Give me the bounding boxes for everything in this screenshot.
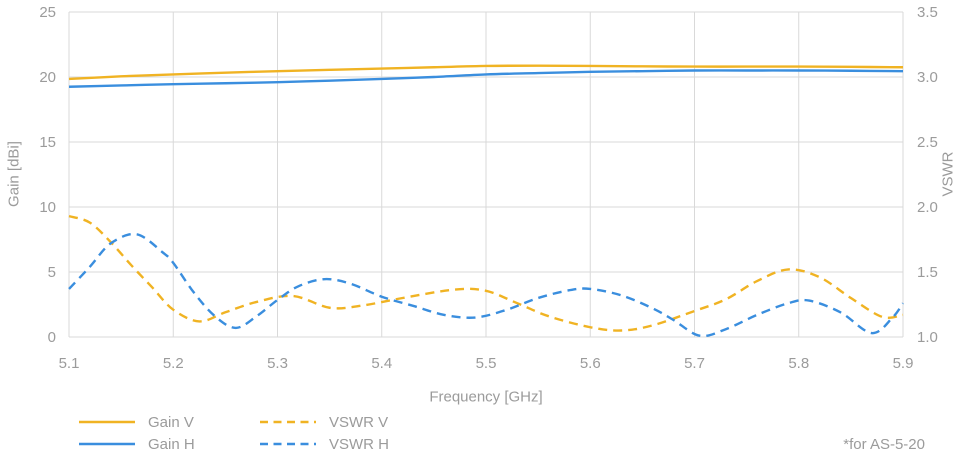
legend-column: VSWR V VSWR H <box>259 411 440 455</box>
x-tick-label: 5.5 <box>476 355 497 372</box>
x-tick-label: 5.1 <box>59 355 80 372</box>
x-tick-label: 5.4 <box>371 355 392 372</box>
series-line-gain-v <box>68 64 904 81</box>
x-tick-label: 5.6 <box>580 355 601 372</box>
legend-item-gain-v: Gain V <box>78 411 259 433</box>
solid-line-swatch-icon <box>79 420 135 424</box>
legend-column: Gain V Gain H <box>78 411 259 455</box>
y-left-tick-label: 15 <box>39 134 56 151</box>
footnote: *for AS-5-20 <box>843 436 925 453</box>
right-axis-title: VSWR <box>939 151 957 197</box>
y-right-tick-label: 2.5 <box>917 134 938 151</box>
dashed-line-swatch-icon <box>260 442 316 446</box>
series-line-vswr-v <box>68 214 904 332</box>
left-axis-title: Gain [dBi] <box>5 141 23 207</box>
x-axis-title: Frequency [GHz] <box>429 388 543 406</box>
legend-item-vswr-h: VSWR H <box>259 433 440 455</box>
legend-label: VSWR V <box>329 413 389 431</box>
y-right-tick-label: 2.0 <box>917 199 938 216</box>
x-tick-label: 5.2 <box>163 355 184 372</box>
y-right-tick-label: 3.0 <box>917 69 938 86</box>
y-left-tick-label: 20 <box>39 69 56 86</box>
legend: Gain V Gain H VSWR V VSWR H <box>78 411 440 455</box>
legend-item-vswr-v: VSWR V <box>259 411 440 433</box>
legend-label: Gain V <box>148 413 194 431</box>
y-right-tick-label: 1.5 <box>917 264 938 281</box>
y-left-tick-label: 5 <box>48 264 56 281</box>
legend-label: VSWR H <box>329 435 389 453</box>
y-left-tick-label: 25 <box>39 4 56 21</box>
series-line-vswr-h <box>68 232 904 338</box>
y-left-tick-label: 0 <box>48 329 56 346</box>
x-tick-label: 5.7 <box>684 355 705 372</box>
legend-item-gain-h: Gain H <box>78 433 259 455</box>
solid-line-swatch-icon <box>79 442 135 446</box>
series-line-gain-h <box>68 69 904 88</box>
x-tick-label: 5.8 <box>788 355 809 372</box>
x-tick-label: 5.3 <box>267 355 288 372</box>
dashed-line-swatch-icon <box>260 420 316 424</box>
x-tick-label: 5.9 <box>893 355 914 372</box>
y-right-tick-label: 1.0 <box>917 329 938 346</box>
y-left-tick-label: 10 <box>39 199 56 216</box>
legend-label: Gain H <box>148 435 195 453</box>
y-right-tick-label: 3.5 <box>917 4 938 21</box>
